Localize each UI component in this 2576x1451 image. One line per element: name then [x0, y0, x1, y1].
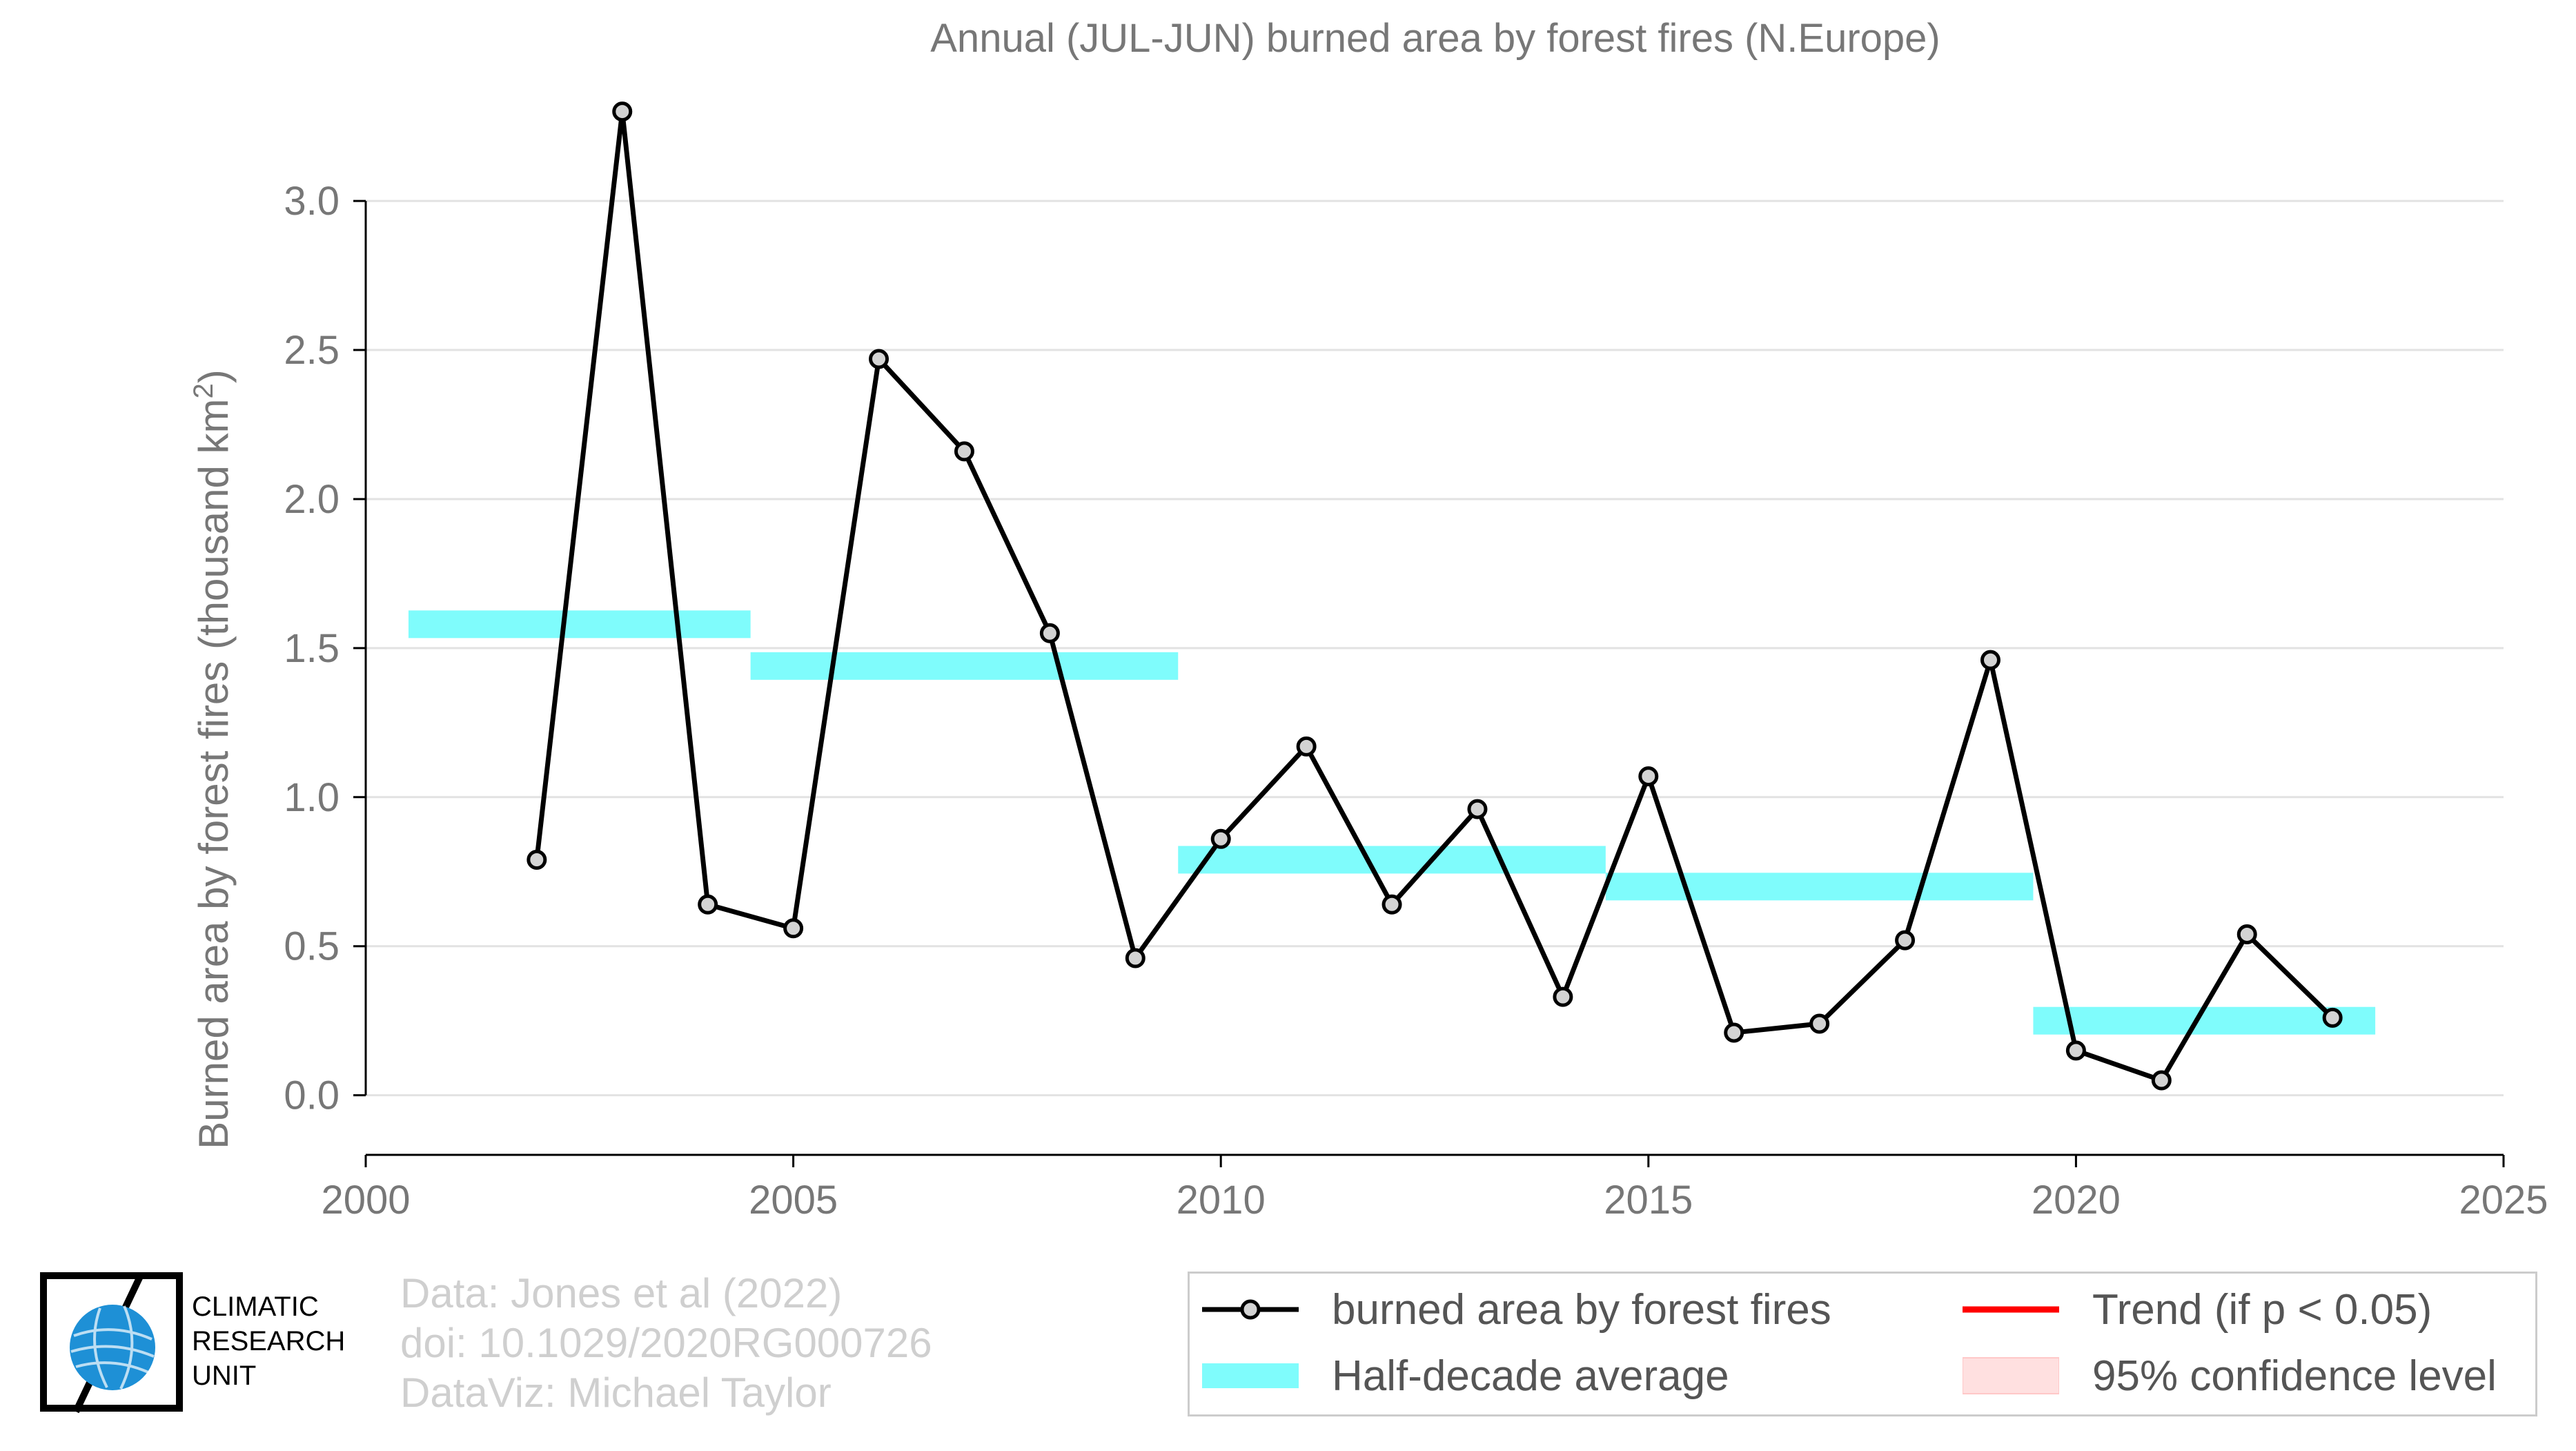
credits: Data: Jones et al (2022) doi: 10.1029/20…	[400, 1269, 932, 1418]
data-point-2016	[1724, 1022, 1744, 1043]
data-point-2006	[869, 349, 889, 369]
logo-text-line2: RESEARCH	[192, 1326, 346, 1356]
legend-confidence-label: 95% confidence level	[2092, 1352, 2497, 1400]
avg-bar-0	[408, 610, 751, 639]
y-tick-label-3: 1.5	[284, 626, 340, 671]
y-tick-label-5: 2.5	[284, 328, 340, 373]
legend-item-confidence: 95% confidence level	[1963, 1348, 2497, 1403]
cru-logo-text: CLIMATIC RESEARCH UNIT	[192, 1289, 345, 1393]
legend-item-series: burned area by forest fires	[1202, 1282, 1831, 1337]
data-point-2017	[1809, 1013, 1830, 1034]
data-point-2005	[783, 918, 804, 939]
y-tick-label-2: 1.0	[284, 775, 340, 820]
data-point-2002	[527, 849, 547, 870]
legend-item-average: Half-decade average	[1202, 1348, 1729, 1403]
data-point-2013	[1467, 799, 1488, 819]
logo-text-line3: UNIT	[192, 1361, 257, 1391]
legend-average-swatch	[1202, 1363, 1299, 1388]
data-point-2018	[1895, 930, 1916, 951]
y-tick-label-0: 0.0	[284, 1073, 340, 1118]
x-tick-label-1: 2005	[749, 1178, 838, 1223]
data-point-2008	[1039, 623, 1060, 643]
data-point-2004	[698, 894, 718, 915]
x-tick-label-3: 2015	[1604, 1178, 1693, 1223]
y-axis-label: Burned area by forest fires (thousand km…	[188, 369, 237, 1149]
legend-confidence-swatch	[1963, 1357, 2059, 1394]
data-point-2020	[2065, 1040, 2086, 1061]
logo-text-line1: CLIMATIC	[192, 1292, 319, 1322]
x-tick-label-0: 2000	[321, 1178, 410, 1223]
credit-doi: doi: 10.1029/2020RG000726	[400, 1320, 932, 1366]
y-tick-label-6: 3.0	[284, 179, 340, 224]
data-points	[527, 101, 2343, 1091]
avg-bar-1	[750, 652, 1179, 680]
data-point-2011	[1296, 736, 1317, 757]
logo-bracket-left	[40, 1272, 145, 1412]
credit-data: Data: Jones et al (2022)	[400, 1270, 843, 1316]
data-point-2022	[2236, 924, 2257, 944]
y-tick-label-4: 2.0	[284, 477, 340, 522]
data-point-2010	[1210, 828, 1231, 849]
x-tick-label-5: 2025	[2459, 1178, 2548, 1223]
logo-bracket-right	[79, 1272, 183, 1412]
y-tick-label-1: 0.5	[284, 924, 340, 969]
chart-title: Annual (JUL-JUN) burned area by forest f…	[930, 16, 1940, 61]
data-point-2019	[1980, 650, 2000, 670]
legend-average-label: Half-decade average	[1332, 1352, 1729, 1400]
legend-trend-label: Trend (if p < 0.05)	[2092, 1285, 2432, 1334]
cru-logo	[40, 1272, 183, 1414]
axes: 0.0 0.5 1.0 1.5 2.0 2.5 3.0 2000 2005 2010 2015 202…	[284, 179, 2548, 1223]
gridlines	[366, 199, 2504, 1097]
legend: burned area by forest fires Half-decade …	[1188, 1272, 2537, 1416]
avg-bar-2	[1178, 846, 1606, 874]
logo-globe-lines	[70, 1305, 155, 1390]
series-line-group	[534, 109, 2334, 1083]
data-point-2014	[1553, 986, 1573, 1007]
legend-series-swatch	[1202, 1299, 1299, 1320]
x-tick-label-2: 2010	[1177, 1178, 1266, 1223]
data-point-2007	[954, 441, 974, 462]
data-point-2003	[612, 101, 633, 122]
legend-item-trend: Trend (if p < 0.05)	[1963, 1282, 2432, 1337]
half-decade-average-bars	[408, 610, 2376, 1035]
data-point-2012	[1382, 894, 1402, 915]
credit-dataviz: DataViz: Michael Taylor	[400, 1370, 832, 1416]
legend-trend-swatch	[1963, 1306, 2059, 1313]
data-point-2009	[1125, 948, 1146, 968]
x-tick-label-4: 2020	[2032, 1178, 2121, 1223]
data-point-2021	[2151, 1070, 2172, 1091]
data-point-2015	[1638, 766, 1659, 787]
legend-series-label: burned area by forest fires	[1332, 1285, 1831, 1334]
series-line	[534, 109, 2334, 1083]
data-point-2023	[2322, 1007, 2343, 1028]
avg-bar-3	[1605, 873, 2034, 901]
